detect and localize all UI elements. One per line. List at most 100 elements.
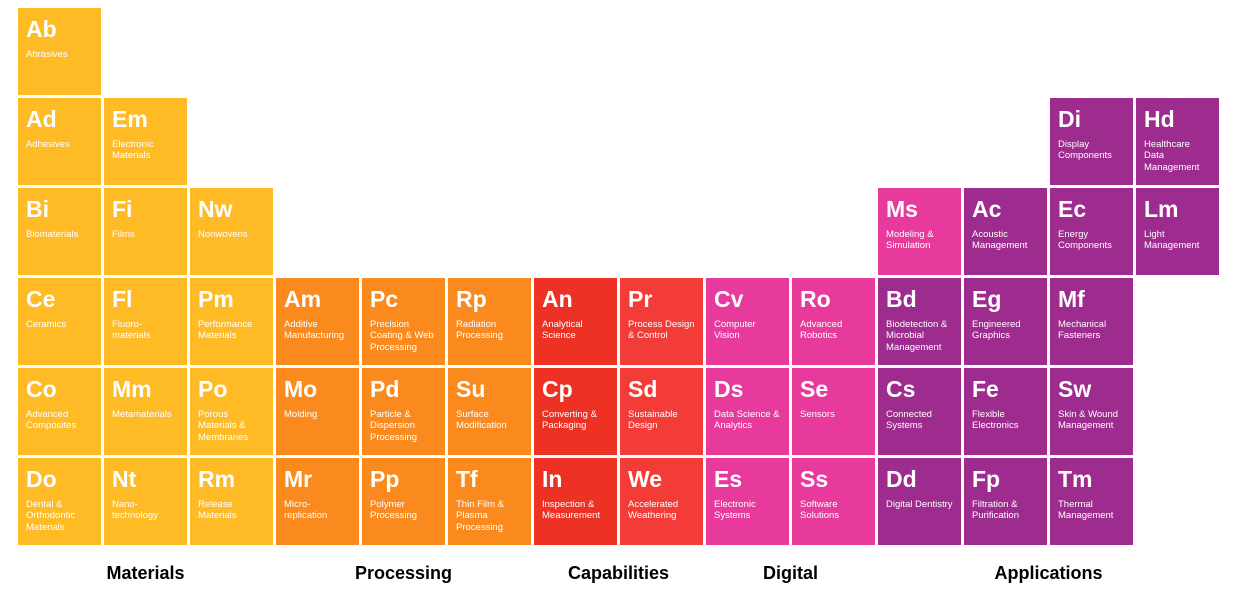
tile-dd[interactable]: Dd Digital Dentistry — [878, 458, 961, 545]
tile-name: Ceramics — [26, 319, 93, 330]
tile-fe[interactable]: FeFlexible Electronics — [964, 368, 1047, 455]
tile-name: Sustainable Design — [628, 409, 695, 432]
tile-name: Particle & Dispersion Processing — [370, 409, 437, 443]
tile-symbol: Rp — [456, 288, 523, 311]
tile-name: Digital Dentistry — [886, 499, 953, 510]
tile-fl[interactable]: FlFluoro-materials — [104, 278, 187, 365]
tile-we[interactable]: WeAccelerated Weathering — [620, 458, 703, 545]
tile-symbol: Rm — [198, 468, 265, 491]
tile-nt[interactable]: NtNano-technology — [104, 458, 187, 545]
tile-lm[interactable]: LmLight Management — [1136, 188, 1219, 275]
tile-name: Computer Vision — [714, 319, 781, 342]
category-label-capabilities: Capabilities — [534, 563, 703, 584]
tile-ds[interactable]: DsData Science & Analytics — [706, 368, 789, 455]
tile-sd[interactable]: Sd Sustainable Design — [620, 368, 703, 455]
tile-name: Software Solutions — [800, 499, 867, 522]
tile-mm[interactable]: MmMetamaterials — [104, 368, 187, 455]
tile-name: Accelerated Weathering — [628, 499, 695, 522]
tile-symbol: An — [542, 288, 609, 311]
tile-symbol: Pr — [628, 288, 695, 311]
tile-pp[interactable]: PpPolymer Processing — [362, 458, 445, 545]
tile-an[interactable]: AnAnalytical Science — [534, 278, 617, 365]
tile-mo[interactable]: MoMolding — [276, 368, 359, 455]
tile-symbol: Nw — [198, 198, 265, 221]
tile-rm[interactable]: Rm Release Materials — [190, 458, 273, 545]
tile-mf[interactable]: MfMechanical Fasteners — [1050, 278, 1133, 365]
tile-cp[interactable]: Cp Converting & Packaging — [534, 368, 617, 455]
tile-ro[interactable]: RoAdvanced Robotics — [792, 278, 875, 365]
tile-name: Acoustic Management — [972, 229, 1039, 252]
tile-name: Precision Coating & Web Processing — [370, 319, 437, 353]
tile-sw[interactable]: SwSkin & Wound Management — [1050, 368, 1133, 455]
tile-ms[interactable]: MsModeling & Simulation — [878, 188, 961, 275]
tile-cv[interactable]: CvComputer Vision — [706, 278, 789, 365]
tile-name: Release Materials — [198, 499, 265, 522]
tile-se[interactable]: SeSensors — [792, 368, 875, 455]
tile-symbol: Ec — [1058, 198, 1125, 221]
tile-name: Radiation Processing — [456, 319, 523, 342]
tile-am[interactable]: AmAdditive Manufacturing — [276, 278, 359, 365]
tile-name: Micro-replication — [284, 499, 351, 522]
tile-symbol: Pm — [198, 288, 265, 311]
tile-name: Skin & Wound Management — [1058, 409, 1125, 432]
tile-name: Inspection & Measurement — [542, 499, 609, 522]
tile-em[interactable]: EmElectronic Materials — [104, 98, 187, 185]
tile-name: Adhesives — [26, 139, 93, 150]
tile-eg[interactable]: EgEngineered Graphics — [964, 278, 1047, 365]
tile-tf[interactable]: TfThin Film & Plasma Processing — [448, 458, 531, 545]
tile-name: Process Design & Control — [628, 319, 695, 342]
tile-rp[interactable]: Rp Radiation Processing — [448, 278, 531, 365]
tile-pr[interactable]: Pr Process Design & Control — [620, 278, 703, 365]
tile-symbol: Ro — [800, 288, 867, 311]
tile-symbol: Dd — [886, 468, 953, 491]
tile-name: Dental & Orthodontic Materials — [26, 499, 93, 533]
tile-bi[interactable]: BiBiomaterials — [18, 188, 101, 275]
tile-symbol: Fe — [972, 378, 1039, 401]
tile-symbol: Fi — [112, 198, 179, 221]
tile-name: Healthcare Data Management — [1144, 139, 1211, 173]
tile-di[interactable]: DiDisplay Components — [1050, 98, 1133, 185]
tile-es[interactable]: EsElectronic Systems — [706, 458, 789, 545]
tile-nw[interactable]: Nw Nonwovens — [190, 188, 273, 275]
tile-ec[interactable]: EcEnergy Components — [1050, 188, 1133, 275]
periodic-grid: AbAbrasivesAdAdhesivesEmElectronic Mater… — [18, 8, 1215, 545]
tile-name: Sensors — [800, 409, 867, 420]
tile-name: Engineered Graphics — [972, 319, 1039, 342]
tile-co[interactable]: CoAdvanced Composites — [18, 368, 101, 455]
tile-symbol: Cp — [542, 378, 609, 401]
tile-symbol: Mr — [284, 468, 351, 491]
tile-fp[interactable]: FpFiltration & Purification — [964, 458, 1047, 545]
tile-symbol: Tm — [1058, 468, 1125, 491]
tile-mr[interactable]: Mr Micro-replication — [276, 458, 359, 545]
tile-fi[interactable]: FiFilms — [104, 188, 187, 275]
tile-ab[interactable]: AbAbrasives — [18, 8, 101, 95]
tile-in[interactable]: InInspection & Measurement — [534, 458, 617, 545]
tile-ss[interactable]: SsSoftware Solutions — [792, 458, 875, 545]
tile-symbol: Ms — [886, 198, 953, 221]
tile-name: Additive Manufacturing — [284, 319, 351, 342]
tile-symbol: Es — [714, 468, 781, 491]
tile-name: Performance Materials — [198, 319, 265, 342]
tile-name: Data Science & Analytics — [714, 409, 781, 432]
tile-po[interactable]: PoPorous Materials & Membranes — [190, 368, 273, 455]
tile-ac[interactable]: AcAcoustic Management — [964, 188, 1047, 275]
tile-su[interactable]: SuSurface Modification — [448, 368, 531, 455]
category-labels-row: MaterialsProcessingCapabilitiesDigitalAp… — [18, 563, 1215, 584]
tile-name: Converting & Packaging — [542, 409, 609, 432]
tile-ad[interactable]: AdAdhesives — [18, 98, 101, 185]
category-label-processing: Processing — [276, 563, 531, 584]
tile-bd[interactable]: BdBiodetection & Microbial Management — [878, 278, 961, 365]
tile-name: Surface Modification — [456, 409, 523, 432]
tile-tm[interactable]: TmThermal Management — [1050, 458, 1133, 545]
tile-ce[interactable]: CeCeramics — [18, 278, 101, 365]
tile-do[interactable]: DoDental & Orthodontic Materials — [18, 458, 101, 545]
tile-name: Light Management — [1144, 229, 1211, 252]
tile-pd[interactable]: PdParticle & Dispersion Processing — [362, 368, 445, 455]
tile-symbol: Sd — [628, 378, 695, 401]
tile-pm[interactable]: Pm Performance Materials — [190, 278, 273, 365]
tile-cs[interactable]: CsConnected Systems — [878, 368, 961, 455]
tile-symbol: Di — [1058, 108, 1125, 131]
tile-name: Nonwovens — [198, 229, 265, 240]
tile-hd[interactable]: HdHealthcare Data Management — [1136, 98, 1219, 185]
tile-pc[interactable]: PcPrecision Coating & Web Processing — [362, 278, 445, 365]
